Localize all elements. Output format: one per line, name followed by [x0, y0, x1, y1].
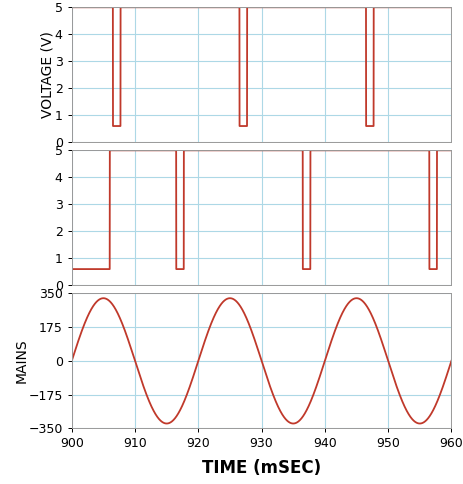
Y-axis label: VOLTAGE (V): VOLTAGE (V): [41, 31, 55, 118]
X-axis label: TIME (mSEC): TIME (mSEC): [202, 459, 321, 477]
Y-axis label: MAINS: MAINS: [14, 338, 28, 383]
